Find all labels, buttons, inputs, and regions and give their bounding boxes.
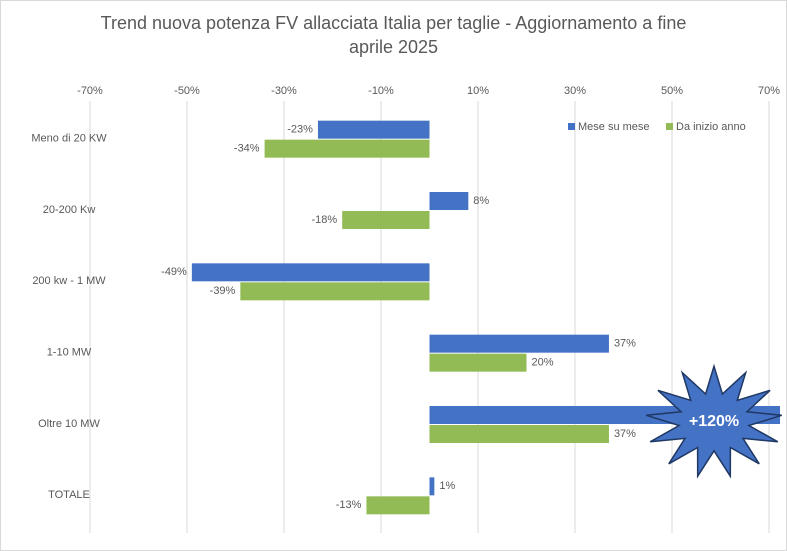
bar [264, 139, 430, 158]
bar [429, 353, 527, 372]
data-label: 37% [614, 428, 636, 440]
x-tick-label: -10% [368, 85, 394, 97]
data-label: -18% [312, 214, 338, 226]
data-label: +120% [689, 413, 739, 430]
x-tick-label: 70% [758, 85, 780, 97]
x-tick-label: -50% [174, 85, 200, 97]
bar [240, 282, 430, 301]
x-tick-label: 10% [467, 85, 489, 97]
y-tick-label: 20-200 Kw [43, 204, 96, 216]
x-tick-label: -30% [271, 85, 297, 97]
chart-title: Trend nuova potenza FV allacciata Italia… [100, 13, 687, 57]
data-label: -49% [161, 266, 187, 278]
bar [429, 425, 609, 443]
x-tick-label: 50% [661, 85, 683, 97]
data-label: 20% [532, 357, 554, 369]
y-tick-label: TOTALE [48, 489, 90, 501]
y-tick-label: 200 kw - 1 MW [32, 275, 106, 287]
starburst [646, 363, 782, 479]
legend-label: Mese su mese [578, 121, 650, 133]
y-tick-label: Meno di 20 KW [31, 133, 107, 145]
x-tick-label: 30% [564, 85, 586, 97]
bar [366, 496, 430, 515]
y-tick-label: Oltre 10 MW [38, 418, 100, 430]
bar [429, 192, 469, 210]
data-label: -39% [210, 285, 236, 297]
y-tick-label: 1-10 MW [47, 347, 92, 359]
data-label: -13% [336, 499, 362, 511]
x-tick-label: -70% [77, 85, 103, 97]
data-label: -34% [234, 143, 260, 155]
legend-swatch [568, 123, 575, 130]
bar [317, 120, 430, 139]
legend-label: Da inizio anno [676, 121, 746, 133]
legend-swatch [666, 123, 673, 130]
data-label: 37% [614, 338, 636, 350]
data-label: 8% [473, 195, 489, 207]
data-label: 1% [439, 480, 455, 492]
data-label: -23% [287, 124, 313, 136]
bar [429, 334, 609, 353]
bar [191, 263, 430, 282]
bar [429, 477, 435, 496]
bar [342, 211, 430, 229]
